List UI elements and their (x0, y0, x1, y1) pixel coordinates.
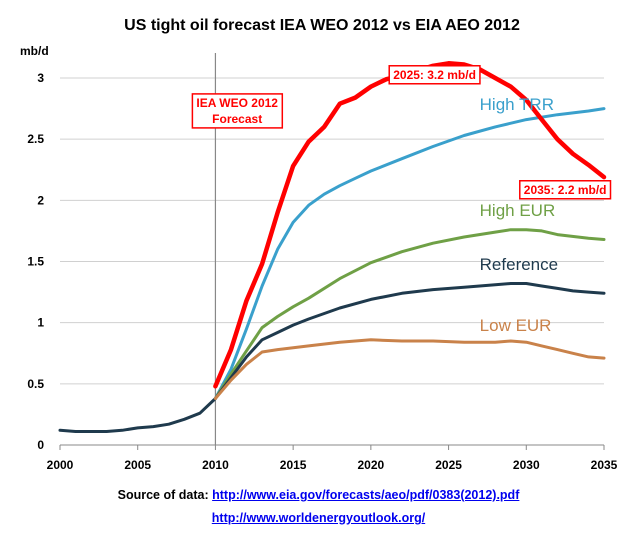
annotation-callout: 2025: 3.2 mb/d (388, 65, 481, 85)
series-line-series-0 (58, 397, 217, 433)
annotation-layer: IEA WEO 2012 Forecast 2025: 3.2 mb/d 2035: … (191, 65, 612, 200)
y-tick-label: 1 (37, 316, 44, 330)
annotation-callout: 2035: 2.2 mb/d (519, 180, 612, 200)
tick-layer: 0 0.5 1 1.5 2 2.5 3 2000 2005 2010 2015 2020 2025 203… (27, 71, 617, 472)
x-tick-label: 2020 (358, 458, 385, 472)
annotation-callout: IEA WEO 2012 Forecast (191, 93, 284, 129)
series-line-low-eur (213, 338, 606, 400)
series-label-high-eur: High EUR (480, 201, 556, 220)
grid-layer (59, 53, 605, 450)
y-tick-label: 2.5 (27, 132, 44, 146)
annotation-box (388, 65, 481, 85)
series-layer (58, 61, 607, 433)
source-link-weo[interactable]: http://www.worldenergyoutlook.org/ (211, 511, 426, 525)
x-tick-label: 2010 (202, 458, 229, 472)
annotation-text: IEA WEO 2012 (196, 96, 278, 110)
annotation-box (191, 93, 284, 129)
source-line-1: Source of data: http://www.eia.gov/forec… (0, 488, 637, 502)
series-label-reference: Reference (480, 255, 558, 274)
series-label-high-trr: High TRR (480, 95, 554, 114)
y-tick-label: 2 (37, 193, 44, 207)
y-tick-label: 1.5 (27, 255, 44, 269)
source-line-2: http://www.worldenergyoutlook.org/ (0, 511, 637, 525)
series-line-high-eur (213, 228, 606, 400)
chart: US tight oil forecast IEA WEO 2012 vs EI… (20, 17, 618, 472)
annotation-text: 2035: 2.2 mb/d (524, 183, 607, 197)
x-tick-label: 2005 (124, 458, 151, 472)
series-label-low-eur: Low EUR (480, 316, 552, 335)
annotation-text: 2025: 3.2 mb/d (393, 68, 476, 82)
x-tick-label: 2025 (435, 458, 462, 472)
y-tick-label: 0.5 (27, 377, 44, 391)
annotation-text: Forecast (212, 112, 262, 126)
y-axis-unit: mb/d (20, 44, 49, 58)
x-tick-label: 2030 (513, 458, 540, 472)
y-tick-label: 0 (37, 438, 44, 452)
annotation-box (519, 180, 612, 200)
series-line-reference (213, 282, 606, 400)
x-tick-label: 2015 (280, 458, 307, 472)
x-tick-label: 2000 (47, 458, 74, 472)
x-tick-label: 2035 (591, 458, 618, 472)
label-layer: High TRR High EUR Reference Low EUR (480, 95, 558, 335)
source-link-eia[interactable]: http://www.eia.gov/forecasts/aeo/pdf/038… (212, 488, 520, 502)
source-label: Source of data: (117, 488, 209, 502)
series-line-high-trr (213, 107, 606, 400)
y-tick-label: 3 (37, 71, 44, 85)
chart-title: US tight oil forecast IEA WEO 2012 vs EI… (124, 17, 520, 34)
